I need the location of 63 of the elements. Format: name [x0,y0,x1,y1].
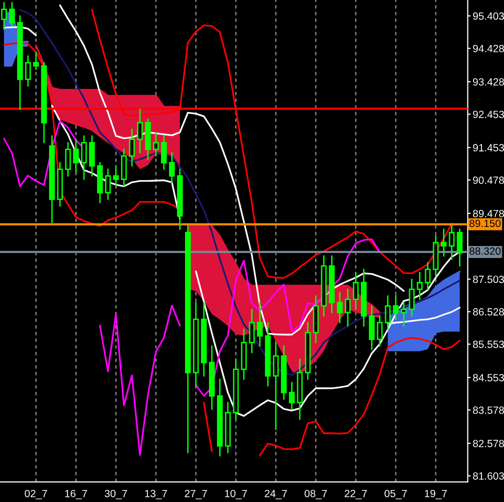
candlestick [456,228,463,267]
candlestick [288,382,295,410]
candlestick [344,288,351,327]
candlestick [272,342,279,430]
x-tick-label: 22_7 [344,490,367,500]
candlestick [440,228,447,257]
x-tick-label: 02_7 [24,490,48,500]
candlestick [161,135,167,170]
candlestick [376,315,383,347]
candlestick [81,135,87,180]
candlestick [113,165,119,187]
y-tick-label: 83.578 [473,406,504,414]
candlestick [129,128,135,167]
candlestick [400,302,407,327]
y-tick-label: 81.603 [473,472,504,480]
candlestick [9,2,15,27]
y-tick-label: 94.428 [473,44,504,52]
candlestick [65,142,71,177]
x-tick-label: 05_7 [384,490,407,500]
x-tick-label: 27_7 [184,490,207,500]
candlestick [33,52,39,70]
candlestick [153,132,159,157]
candlestick [368,305,375,350]
candlestick [89,135,95,177]
y-tick-label: 95.403 [473,12,504,20]
candlestick [416,272,423,300]
y-tick-label: 92.453 [473,110,504,118]
candlestick [448,225,455,260]
candlestick [137,108,143,154]
ref-line-label: 88.320 [470,247,501,255]
candlestick [336,292,343,324]
x-tick-label: 13_7 [145,490,167,500]
y-tick-label: 84.553 [473,374,504,382]
candlestick [256,302,263,347]
x-tick-label: 16_7 [65,490,88,500]
y-tick-label: 93.428 [473,78,504,86]
candlestick [73,138,79,174]
y-tick-label: 89.478 [473,210,504,218]
candlestick [408,278,415,317]
candlestick [392,295,399,320]
y-tick-label: 91.453 [473,144,504,152]
candlestick [169,152,175,184]
candlestick [384,295,391,330]
x-tick-label: 10_7 [225,490,247,500]
line-series [19,9,461,376]
candlestick [248,308,255,354]
x-tick-label: 24_7 [264,490,287,500]
y-tick-label: 87.503 [473,276,504,284]
x-tick-label: 19_7 [424,490,447,500]
ref-line-label: 89.150 [470,220,501,228]
candlestick [1,2,7,30]
y-tick-label: 90.478 [473,176,504,184]
candlestick [105,168,111,200]
y-tick-label: 82.578 [473,440,504,448]
x-tick-label: 08_7 [304,490,327,500]
y-tick-label: 86.528 [473,308,504,316]
x-tick-label: 30_7 [104,490,127,500]
candlestick [25,55,31,87]
candlestick [352,272,359,310]
candlestick [121,148,127,187]
y-tick-label: 85.553 [473,340,504,348]
candlestick [424,262,431,290]
line-series [59,4,405,336]
